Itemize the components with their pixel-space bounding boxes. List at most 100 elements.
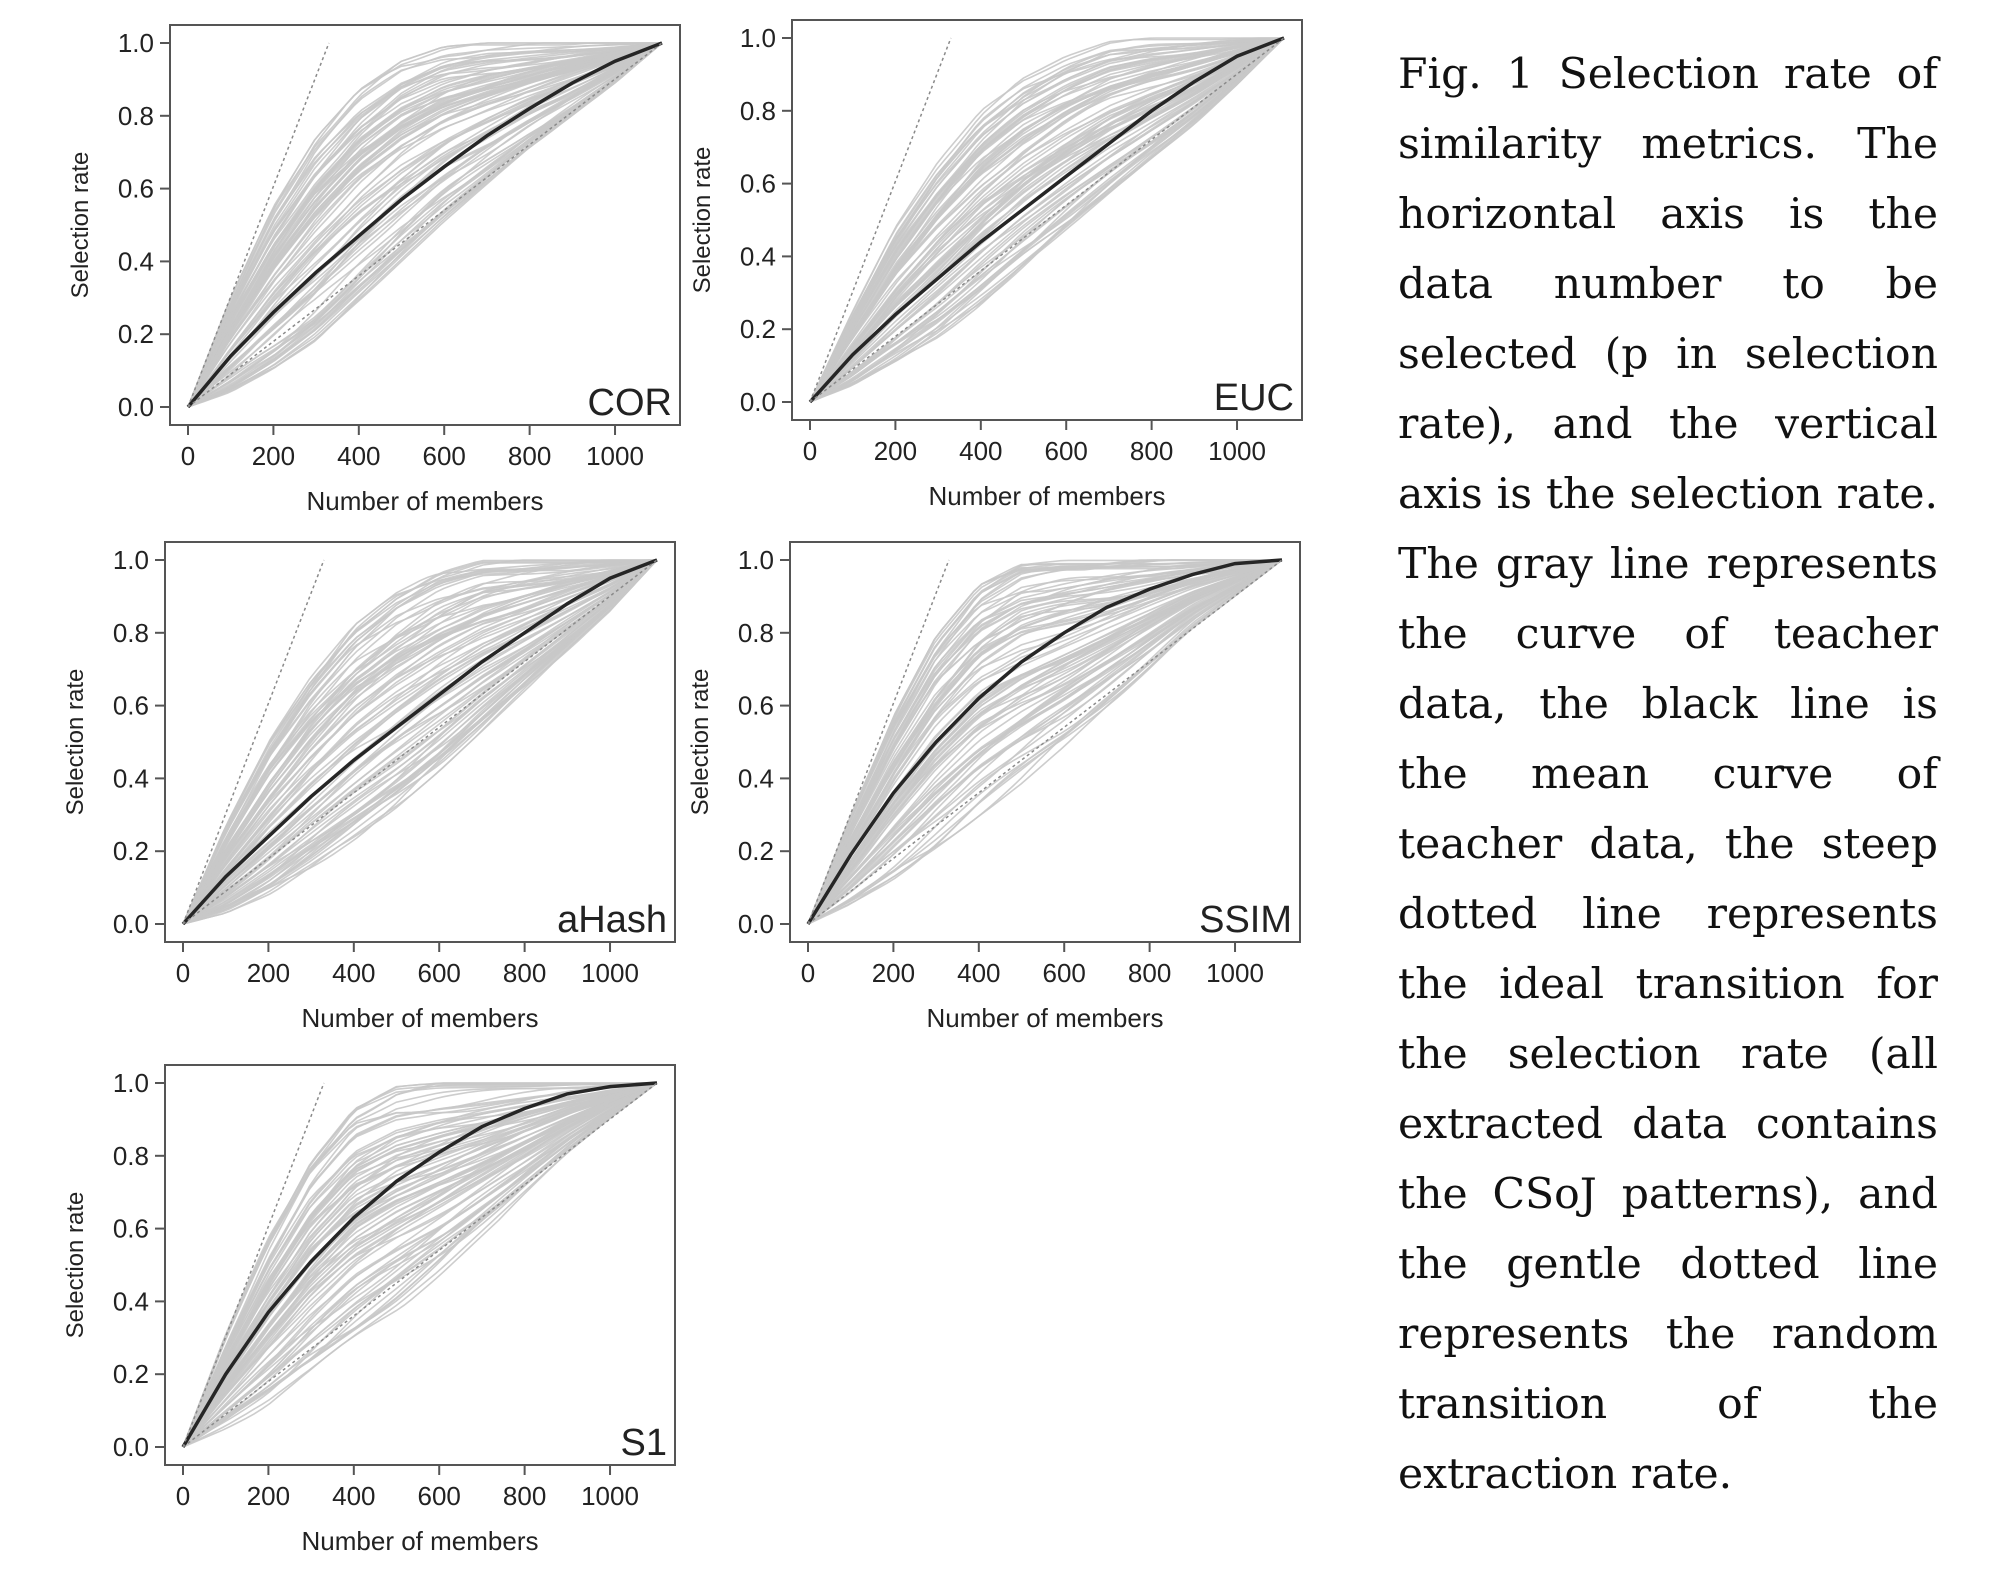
x-tick-label: 800: [1128, 958, 1171, 988]
teacher-curve: [182, 559, 658, 925]
random-transition-line: [807, 559, 1283, 925]
teacher-curve: [182, 1082, 658, 1448]
y-tick-label: 0.0: [118, 392, 154, 422]
x-axis-label: Number of members: [302, 1003, 539, 1033]
teacher-curve: [182, 1082, 658, 1448]
plot-area: [186, 41, 663, 409]
plot-area: [181, 558, 658, 926]
x-tick-label: 200: [252, 441, 295, 471]
x-tick-label: 800: [1130, 436, 1173, 466]
teacher-curve: [807, 559, 1283, 925]
x-tick-label: 0: [176, 958, 190, 988]
ideal-transition-line: [187, 42, 330, 408]
teacher-curve: [807, 559, 1283, 925]
ideal-transition-line: [807, 559, 950, 925]
y-tick-label: 1.0: [738, 545, 774, 575]
teacher-curve: [187, 42, 663, 408]
random-transition-line: [182, 1082, 658, 1448]
teacher-curve: [187, 42, 663, 408]
teacher-curve: [807, 559, 1283, 925]
teacher-curve: [807, 559, 1283, 925]
y-tick-label: 0.4: [740, 241, 776, 271]
teacher-curve: [187, 42, 663, 408]
teacher-curve: [187, 42, 663, 408]
y-tick-label: 0.4: [113, 763, 149, 793]
teacher-curve: [182, 1082, 658, 1448]
teacher-curve: [187, 42, 663, 408]
plot-frame: [169, 24, 681, 426]
teacher-curve: [182, 559, 658, 925]
x-axis-label: Number of members: [307, 486, 544, 516]
mean-curve: [806, 558, 1283, 925]
x-tick-label: 600: [418, 1481, 461, 1511]
plot-frame: [791, 19, 1303, 421]
teacher-curve: [807, 559, 1283, 925]
teacher-curve: [809, 37, 1285, 403]
teacher-curve: [182, 1082, 658, 1448]
teacher-curve: [182, 559, 658, 925]
plot-frame: [164, 541, 676, 943]
panel-label: aHash: [557, 899, 667, 941]
y-tick-label: 0.6: [738, 691, 774, 721]
x-tick-label: 200: [247, 1481, 290, 1511]
chart-svg: 0.0 0.2 0.4 0.6 0.8 1.0 0 200 400 600 800 1000 Numbe…: [62, 541, 676, 1033]
y-tick-label: 0.2: [113, 1359, 149, 1389]
y-tick-label: 0.6: [740, 169, 776, 199]
x-tick-label: 400: [959, 436, 1002, 466]
x-tick-label: 600: [1043, 958, 1086, 988]
y-tick-label: 0.0: [738, 909, 774, 939]
figure-caption: Fig. 1 Selection rate of similarity metr…: [1398, 50, 1938, 1499]
mean-curve: [181, 1081, 658, 1448]
y-tick-label: 0.4: [113, 1286, 149, 1316]
teacher-curve: [807, 559, 1283, 925]
x-tick-label: 1000: [581, 1481, 639, 1511]
y-tick-label: 0.2: [740, 314, 776, 344]
teacher-curve: [809, 37, 1285, 403]
teacher-curve: [187, 42, 663, 408]
y-tick-label: 0.0: [113, 909, 149, 939]
chart-svg: 0.0 0.2 0.4 0.6 0.8 1.0 0 200 400 600 800 1000 Numbe…: [62, 1064, 676, 1556]
teacher-curve: [182, 1082, 658, 1448]
panel-label: EUC: [1214, 377, 1294, 419]
teacher-curve: [182, 559, 658, 925]
teacher-curve: [182, 559, 658, 925]
teacher-curve: [182, 1082, 658, 1448]
teacher-curve: [182, 559, 658, 925]
x-axis-label: Number of members: [927, 1003, 1164, 1033]
x-tick-label: 1000: [1208, 436, 1266, 466]
x-tick-label: 400: [332, 958, 375, 988]
teacher-curve: [807, 559, 1282, 925]
teacher-curve: [182, 1082, 658, 1448]
y-tick-label: 1.0: [113, 545, 149, 575]
ideal-transition-line: [182, 559, 325, 925]
y-tick-label: 0.2: [118, 319, 154, 349]
x-tick-label: 1000: [586, 441, 644, 471]
teacher-curve: [187, 42, 663, 408]
teacher-curve: [809, 37, 1285, 403]
teacher-curve: [182, 559, 658, 925]
panel-label: SSIM: [1199, 899, 1292, 941]
y-tick-label: 0.6: [118, 174, 154, 204]
teacher-curve: [807, 559, 1283, 925]
y-tick-label: 0.0: [113, 1432, 149, 1462]
teacher-curve: [182, 559, 658, 925]
teacher-curve: [809, 37, 1285, 403]
teacher-curve: [182, 559, 658, 925]
teacher-curve: [807, 559, 1283, 925]
x-tick-label: 400: [332, 1481, 375, 1511]
teacher-curve: [182, 1082, 658, 1448]
y-tick-label: 0.6: [113, 1214, 149, 1244]
teacher-curve: [182, 1082, 658, 1448]
y-tick-label: 0.4: [738, 763, 774, 793]
x-tick-label: 800: [503, 1481, 546, 1511]
teacher-curve: [809, 37, 1284, 403]
teacher-curve: [182, 1082, 658, 1448]
teacher-curve: [182, 559, 658, 925]
plot-area: [808, 36, 1285, 404]
teacher-curve: [182, 559, 658, 925]
chart-svg: 0.0 0.2 0.4 0.6 0.8 1.0 0 200 400 600 800 1000 Numbe…: [687, 541, 1301, 1033]
teacher-curve: [182, 1082, 658, 1448]
teacher-curve: [182, 1082, 658, 1448]
teacher-curve: [187, 42, 662, 408]
teacher-curve: [182, 1082, 658, 1448]
